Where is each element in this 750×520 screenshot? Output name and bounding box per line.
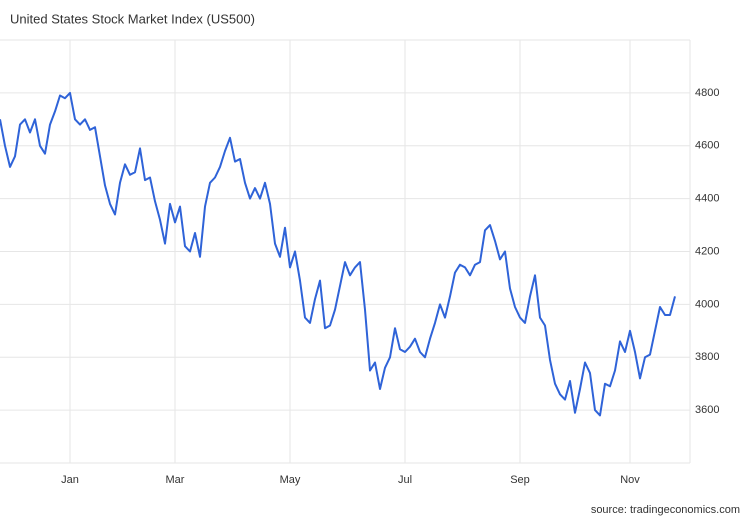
price-line <box>0 91 676 417</box>
x-tick-label: Mar <box>166 474 185 486</box>
y-tick-label: 4400 <box>695 193 719 205</box>
y-tick-label: 4200 <box>695 245 719 257</box>
x-tick-label: Jan <box>61 474 79 486</box>
y-tick-label: 4000 <box>695 298 719 310</box>
y-tick-label: 4600 <box>695 140 719 152</box>
y-tick-label: 4800 <box>695 87 719 99</box>
source-note: source: tradingeconomics.com <box>591 504 740 516</box>
x-tick-label: May <box>280 474 301 486</box>
x-tick-label: Nov <box>620 474 640 486</box>
chart-title: United States Stock Market Index (US500) <box>10 11 255 26</box>
x-tick-label: Jul <box>398 474 412 486</box>
y-tick-label: 3600 <box>695 404 719 416</box>
y-tick-label: 3800 <box>695 351 719 363</box>
x-tick-label: Sep <box>510 474 530 486</box>
